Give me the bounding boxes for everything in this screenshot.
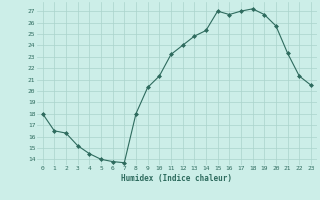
X-axis label: Humidex (Indice chaleur): Humidex (Indice chaleur) [121,174,232,183]
